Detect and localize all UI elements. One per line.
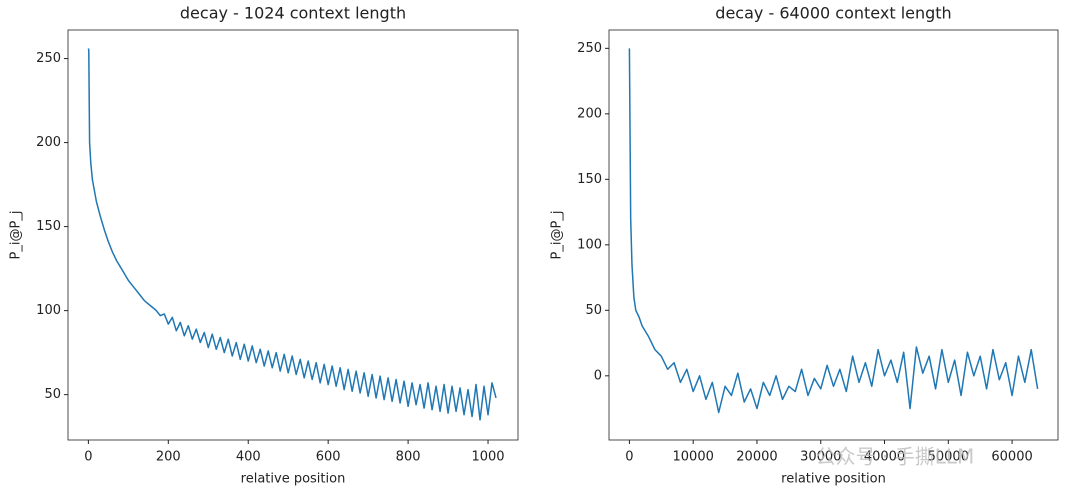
x-tick-label: 40000 [864, 450, 905, 465]
x-tick-label: 1000 [471, 450, 504, 465]
y-tick-label: 250 [36, 51, 61, 66]
y-tick-label: 100 [577, 237, 602, 252]
x-tick-label: 20000 [736, 450, 777, 465]
data-line [87, 48, 497, 421]
y-axis-label: P_i@P_j [550, 211, 565, 260]
y-tick-label: 200 [577, 106, 602, 121]
x-tick-label: 200 [156, 450, 181, 465]
x-tick-label: 10000 [673, 450, 714, 465]
plot-frame [608, 29, 1059, 441]
watermark: 公众号 · 手撕LLM [816, 445, 975, 469]
x-tick-label: 30000 [800, 450, 841, 465]
x-tick-label: 0 [625, 450, 633, 465]
y-tick-label: 200 [36, 135, 61, 150]
y-tick-label: 0 [594, 368, 602, 383]
chart-title: decay - 1024 context length [180, 4, 406, 23]
y-tick-label: 150 [577, 172, 602, 187]
y-tick-label: 100 [36, 303, 61, 318]
x-tick-label: 50000 [928, 450, 969, 465]
chart-title: decay - 64000 context length [715, 4, 951, 23]
data-line [628, 48, 1039, 414]
y-tick-label: 50 [44, 387, 61, 402]
y-tick-label: 250 [577, 41, 602, 56]
plot-frame [67, 29, 519, 441]
x-tick-label: 600 [316, 450, 341, 465]
x-tick-label: 0 [84, 450, 92, 465]
x-axis-label: relative position [781, 472, 886, 487]
x-tick-label: 60000 [991, 450, 1032, 465]
y-axis-label: P_i@P_j [9, 211, 24, 260]
y-tick-label: 150 [36, 219, 61, 234]
x-tick-label: 800 [396, 450, 421, 465]
x-tick-label: 400 [236, 450, 261, 465]
y-tick-label: 50 [585, 303, 602, 318]
x-axis-label: relative position [241, 472, 346, 487]
